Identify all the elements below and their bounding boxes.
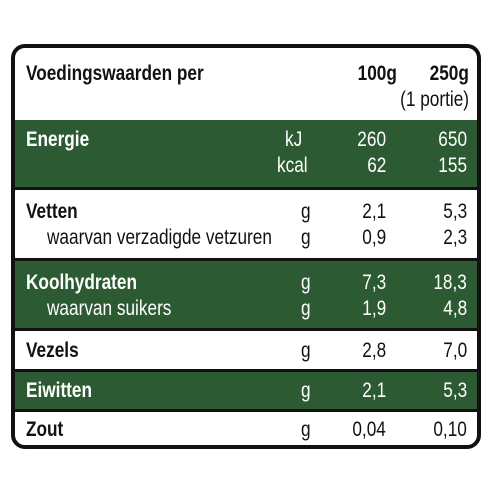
row-label-energie: Energie [26,128,90,151]
eiwitten-250g: 5,3 [443,379,467,402]
row-label-koolhydraten: Koolhydraten [26,271,137,294]
unit-kj: kJ [285,128,303,151]
row-label-eiwitten: Eiwitten [26,379,93,402]
koolhydraten-250g: 18,3 [433,271,467,294]
energie-kcal-250g: 155 [438,154,467,177]
koolhydraten-unit: g [301,271,311,294]
divider [15,258,477,261]
verzadigde-vetzuren-100g: 0,9 [362,226,386,249]
vezels-250g: 7,0 [443,339,467,362]
zout-unit: g [301,418,311,441]
energie-kcal-100g: 62 [366,154,386,177]
vetten-unit: g [301,200,311,223]
divider [15,328,477,331]
suikers-unit: g [301,297,311,320]
row-label-suikers: waarvan suikers [47,297,172,320]
row-koolhydraten: Koolhydraten g 7,3 18,3 waarvan suikers … [15,261,477,328]
eiwitten-100g: 2,1 [362,379,386,402]
suikers-100g: 1,9 [362,297,386,320]
row-label-vezels: Vezels [26,339,79,362]
row-label-vetten: Vetten [26,200,78,223]
row-eiwitten: Eiwitten g 2,1 5,3 [15,372,477,409]
verzadigde-vetzuren-250g: 2,3 [443,226,467,249]
column-header-250g-portion: (1 portie) [400,88,469,111]
column-header-250g: 250g [429,62,469,85]
divider [15,369,477,372]
energie-kj-250g: 650 [438,128,467,151]
eiwitten-unit: g [301,379,311,402]
table-title: Voedingswaarden per [26,62,204,85]
unit-kcal: kcal [277,154,308,177]
verzadigde-vetzuren-unit: g [301,226,311,249]
nutrition-table: Voedingswaarden per 100g 250g (1 portie)… [11,44,481,449]
row-label-verzadigde-vetzuren: waarvan verzadigde vetzuren [47,226,272,249]
zout-250g: 0,10 [433,418,467,441]
suikers-250g: 4,8 [443,297,467,320]
vezels-100g: 2,8 [362,339,386,362]
column-header-100g: 100g [357,62,397,85]
divider [15,187,477,190]
koolhydraten-100g: 7,3 [362,271,386,294]
row-vezels: Vezels g 2,8 7,0 [15,331,477,369]
energie-kj-100g: 260 [357,128,386,151]
divider [15,409,477,412]
row-label-zout: Zout [26,418,64,441]
header-row: Voedingswaarden per 100g 250g (1 portie) [15,48,477,120]
vetten-100g: 2,1 [362,200,386,223]
vetten-250g: 5,3 [443,200,467,223]
row-zout: Zout g 0,04 0,10 [15,412,477,445]
row-energie: Energie kJ 260 650 kcal 62 155 [15,120,477,187]
zout-100g: 0,04 [352,418,386,441]
row-vetten: Vetten g 2,1 5,3 waarvan verzadigde vetz… [15,190,477,258]
vezels-unit: g [301,339,311,362]
